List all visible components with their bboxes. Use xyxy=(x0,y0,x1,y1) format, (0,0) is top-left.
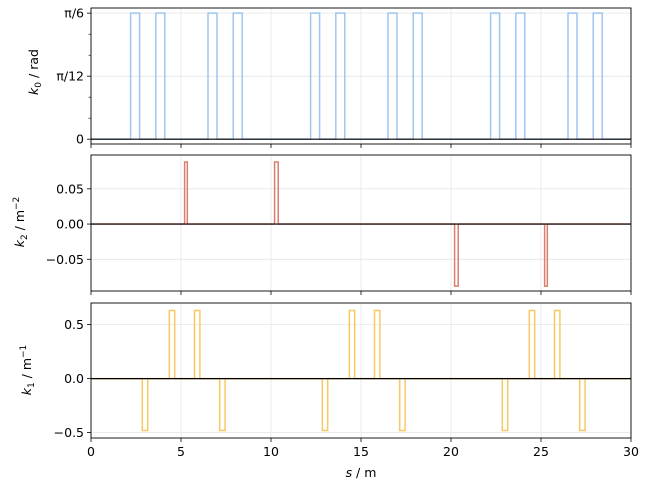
xtick-label-2: 10 xyxy=(263,444,279,459)
ytick-label-0: 0.5 xyxy=(64,317,84,332)
xtick-label-3: 15 xyxy=(353,444,369,459)
panel-k2: k2 / m−2 0.05 0.00 −0.05 xyxy=(12,154,632,295)
panel-k0: k0 / rad 0 π/12 π/6 xyxy=(26,6,632,148)
axes-frame-0 xyxy=(90,7,632,145)
ylabel-k2: k2 / m−2 xyxy=(12,197,30,248)
ytick-label-2: −0.05 xyxy=(46,252,84,267)
ylabel-k0: k0 / rad xyxy=(26,49,44,95)
ytick-label-0: 0 xyxy=(76,132,84,147)
axes-frame-1 xyxy=(90,154,632,292)
xtick-label-5: 25 xyxy=(533,444,549,459)
ytick-label-1: π/12 xyxy=(56,69,84,84)
panel-k1: k1 / m−1 s / m 0.5 0.0 −0.50 5 10 15 20 25 30 xyxy=(19,302,639,480)
ytick-label-2: −0.5 xyxy=(54,425,84,440)
ytick-label-1: 0.0 xyxy=(64,371,84,386)
xtick-label-0: 0 xyxy=(87,444,95,459)
axes-frame-2 xyxy=(90,302,632,439)
ylabel-k1: k1 / m−1 xyxy=(19,345,37,396)
xtick-label-1: 5 xyxy=(177,444,185,459)
xtick-label-4: 20 xyxy=(443,444,459,459)
xlabel: s / m xyxy=(346,465,377,480)
xtick-label-6: 30 xyxy=(623,444,639,459)
ytick-label-2: π/6 xyxy=(64,6,84,21)
ytick-label-0: 0.05 xyxy=(56,181,84,196)
ytick-label-1: 0.00 xyxy=(56,217,84,232)
